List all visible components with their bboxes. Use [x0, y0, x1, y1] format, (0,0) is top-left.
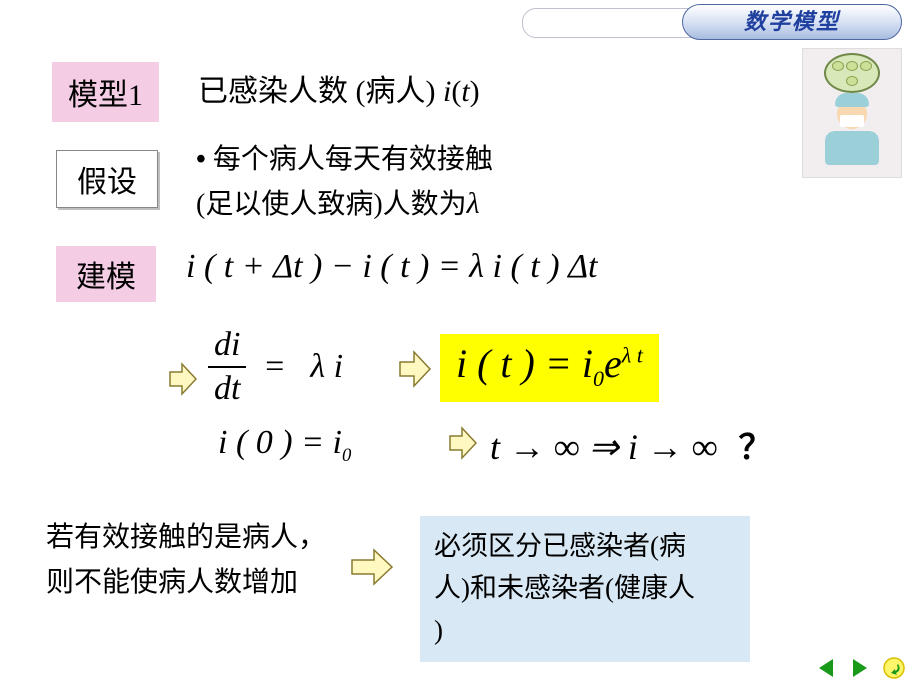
arrow-icon-1 — [168, 362, 198, 396]
arrow-icon-3 — [448, 426, 478, 460]
difference-equation: i ( t + Δt ) − i ( t ) = λ i ( t ) Δt — [186, 248, 597, 286]
sol-exp: λ t — [622, 343, 643, 368]
doctor-icon — [817, 99, 887, 169]
limit-text: t → ∞ ⇒ i → ∞ — [490, 427, 718, 467]
sol-sub: 0 — [593, 366, 604, 391]
denominator: dt — [208, 370, 246, 408]
var-t: t — [461, 75, 469, 108]
next-button[interactable] — [848, 656, 872, 680]
ode-equation: di dt = λ i — [208, 326, 351, 408]
model1-label: 模型1 — [52, 62, 159, 122]
banner-title: 数学模型 — [682, 4, 902, 40]
ic-lhs: i ( 0 ) = i — [218, 424, 342, 461]
prev-button[interactable] — [814, 656, 838, 680]
br-line1: 必须区分已感染者(病 — [434, 531, 686, 561]
equals: = — [255, 348, 302, 385]
title-prefix: 已感染人数 (病人) — [198, 75, 443, 108]
sol-lhs: i ( t ) = i — [456, 341, 593, 386]
fraction: di dt — [208, 326, 246, 408]
lambda-symbol: λ — [467, 187, 480, 220]
surgeon-illustration — [802, 48, 902, 178]
title-text: 已感染人数 (病人) i(t) — [198, 66, 480, 110]
solution-box: i ( t ) = i0eλ t — [440, 334, 659, 402]
modeling-label: 建模 — [56, 246, 156, 302]
bl-line2: 则不能使病人数增加 — [46, 567, 298, 598]
numerator: di — [208, 326, 246, 364]
sol-e: e — [604, 341, 622, 386]
header-banner: 数学模型 — [522, 4, 902, 42]
plate-icon — [824, 53, 880, 93]
paren-open: ( — [451, 75, 461, 108]
arrow-icon-2 — [398, 350, 432, 388]
banner-left-pill — [522, 8, 702, 38]
assumption-text: • 每个病人每天有效接触 (足以使人致病)人数为λ — [196, 138, 696, 228]
return-button[interactable] — [882, 656, 906, 680]
ode-rhs: λ i — [302, 348, 351, 385]
limit-equation: t → ∞ ⇒ i → ∞ ？ — [490, 420, 773, 469]
ic-sub: 0 — [342, 445, 351, 466]
bottom-right-box: 必须区分已感染者(病 人)和未感染者(健康人 ) — [420, 516, 750, 662]
bottom-left-text: 若有效接触的是病人， 则不能使病人数增加 — [46, 516, 346, 606]
bullet: • — [196, 144, 206, 175]
br-line3: ) — [434, 615, 443, 645]
arrow-icon-4 — [350, 548, 394, 586]
assume-line2: (足以使人致病)人数为 — [196, 189, 467, 220]
paren-close: ) — [470, 75, 480, 108]
nav-buttons — [814, 656, 906, 680]
br-line2: 人)和未感染者(健康人 — [434, 573, 695, 603]
bl-line1: 若有效接触的是病人， — [46, 522, 326, 553]
question-mark: ？ — [739, 430, 773, 467]
initial-condition: i ( 0 ) = i0 — [218, 424, 351, 467]
assume-line1: 每个病人每天有效接触 — [206, 144, 493, 175]
assumption-label: 假设 — [56, 150, 158, 208]
